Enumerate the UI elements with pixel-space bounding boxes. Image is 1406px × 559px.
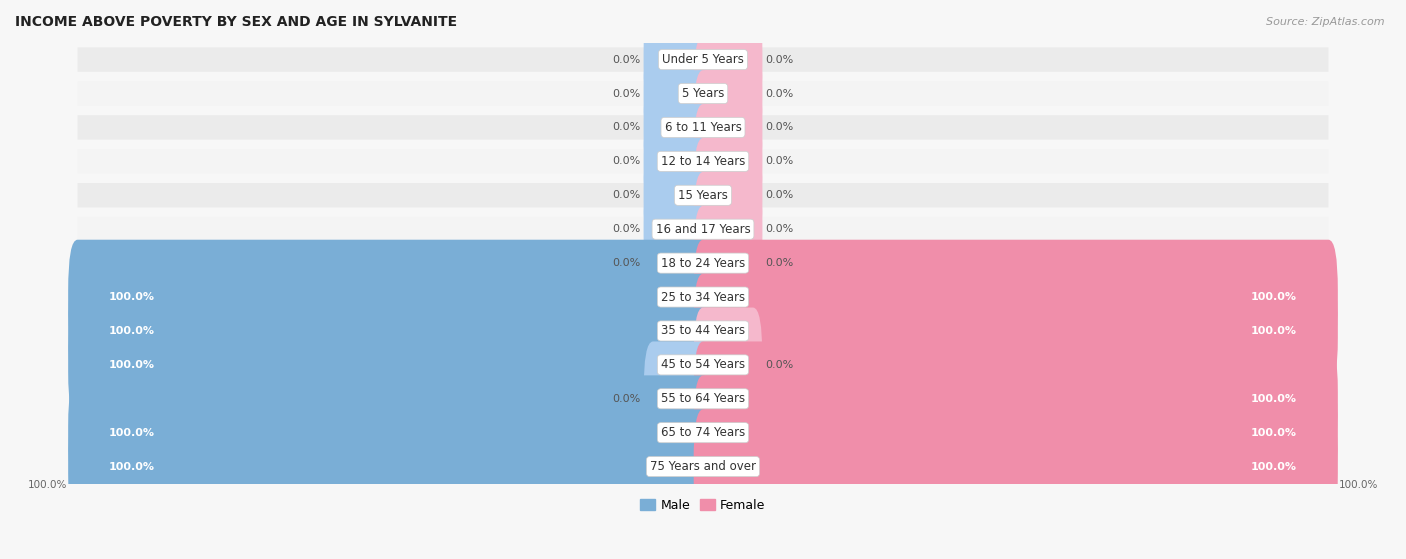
FancyBboxPatch shape <box>67 273 713 389</box>
FancyBboxPatch shape <box>77 319 1329 343</box>
FancyBboxPatch shape <box>77 149 1329 174</box>
Text: 0.0%: 0.0% <box>765 157 794 167</box>
Text: 0.0%: 0.0% <box>765 224 794 234</box>
Text: 100.0%: 100.0% <box>108 428 155 438</box>
FancyBboxPatch shape <box>693 172 762 287</box>
Text: 100.0%: 100.0% <box>28 480 67 490</box>
Text: 100.0%: 100.0% <box>1251 292 1298 302</box>
Text: 16 and 17 Years: 16 and 17 Years <box>655 222 751 236</box>
FancyBboxPatch shape <box>693 307 762 422</box>
Text: Under 5 Years: Under 5 Years <box>662 53 744 66</box>
Text: 55 to 64 Years: 55 to 64 Years <box>661 392 745 405</box>
Text: 6 to 11 Years: 6 to 11 Years <box>665 121 741 134</box>
Text: 0.0%: 0.0% <box>765 88 794 98</box>
FancyBboxPatch shape <box>67 409 713 524</box>
FancyBboxPatch shape <box>693 36 762 151</box>
Text: INCOME ABOVE POVERTY BY SEX AND AGE IN SYLVANITE: INCOME ABOVE POVERTY BY SEX AND AGE IN S… <box>15 15 457 29</box>
FancyBboxPatch shape <box>77 420 1329 445</box>
FancyBboxPatch shape <box>693 206 762 320</box>
Text: 100.0%: 100.0% <box>1251 428 1298 438</box>
Text: 100.0%: 100.0% <box>1251 394 1298 404</box>
FancyBboxPatch shape <box>77 353 1329 377</box>
FancyBboxPatch shape <box>644 36 713 151</box>
FancyBboxPatch shape <box>77 251 1329 276</box>
FancyBboxPatch shape <box>77 454 1329 479</box>
Text: 12 to 14 Years: 12 to 14 Years <box>661 155 745 168</box>
FancyBboxPatch shape <box>77 387 1329 411</box>
Text: 0.0%: 0.0% <box>612 258 641 268</box>
FancyBboxPatch shape <box>693 70 762 185</box>
Text: 0.0%: 0.0% <box>765 258 794 268</box>
FancyBboxPatch shape <box>67 240 713 354</box>
FancyBboxPatch shape <box>693 273 1339 389</box>
FancyBboxPatch shape <box>77 217 1329 241</box>
FancyBboxPatch shape <box>693 138 762 253</box>
Text: 100.0%: 100.0% <box>1251 462 1298 472</box>
FancyBboxPatch shape <box>693 342 1339 456</box>
Text: 0.0%: 0.0% <box>612 122 641 132</box>
Text: 0.0%: 0.0% <box>765 55 794 65</box>
FancyBboxPatch shape <box>693 2 762 117</box>
FancyBboxPatch shape <box>693 240 1339 354</box>
Text: 0.0%: 0.0% <box>612 55 641 65</box>
FancyBboxPatch shape <box>77 48 1329 72</box>
Text: 75 Years and over: 75 Years and over <box>650 460 756 473</box>
Text: 18 to 24 Years: 18 to 24 Years <box>661 257 745 269</box>
Text: 0.0%: 0.0% <box>612 224 641 234</box>
Text: 100.0%: 100.0% <box>108 326 155 336</box>
FancyBboxPatch shape <box>67 376 713 490</box>
Text: Source: ZipAtlas.com: Source: ZipAtlas.com <box>1267 17 1385 27</box>
FancyBboxPatch shape <box>693 376 1339 490</box>
FancyBboxPatch shape <box>644 342 713 456</box>
FancyBboxPatch shape <box>644 104 713 219</box>
FancyBboxPatch shape <box>644 138 713 253</box>
FancyBboxPatch shape <box>644 172 713 287</box>
Legend: Male, Female: Male, Female <box>636 494 770 517</box>
Text: 100.0%: 100.0% <box>1251 326 1298 336</box>
Text: 0.0%: 0.0% <box>612 394 641 404</box>
FancyBboxPatch shape <box>77 115 1329 140</box>
Text: 5 Years: 5 Years <box>682 87 724 100</box>
FancyBboxPatch shape <box>644 206 713 320</box>
FancyBboxPatch shape <box>693 409 1339 524</box>
Text: 65 to 74 Years: 65 to 74 Years <box>661 426 745 439</box>
Text: 100.0%: 100.0% <box>108 462 155 472</box>
Text: 45 to 54 Years: 45 to 54 Years <box>661 358 745 371</box>
FancyBboxPatch shape <box>77 183 1329 207</box>
Text: 100.0%: 100.0% <box>108 292 155 302</box>
FancyBboxPatch shape <box>77 285 1329 309</box>
Text: 25 to 34 Years: 25 to 34 Years <box>661 291 745 304</box>
FancyBboxPatch shape <box>644 2 713 117</box>
FancyBboxPatch shape <box>693 104 762 219</box>
Text: 100.0%: 100.0% <box>1339 480 1378 490</box>
Text: 0.0%: 0.0% <box>612 190 641 200</box>
FancyBboxPatch shape <box>77 81 1329 106</box>
Text: 0.0%: 0.0% <box>612 157 641 167</box>
FancyBboxPatch shape <box>67 307 713 422</box>
Text: 0.0%: 0.0% <box>765 122 794 132</box>
Text: 35 to 44 Years: 35 to 44 Years <box>661 324 745 338</box>
Text: 15 Years: 15 Years <box>678 189 728 202</box>
Text: 0.0%: 0.0% <box>612 88 641 98</box>
Text: 100.0%: 100.0% <box>108 360 155 370</box>
Text: 0.0%: 0.0% <box>765 360 794 370</box>
FancyBboxPatch shape <box>644 70 713 185</box>
Text: 0.0%: 0.0% <box>765 190 794 200</box>
